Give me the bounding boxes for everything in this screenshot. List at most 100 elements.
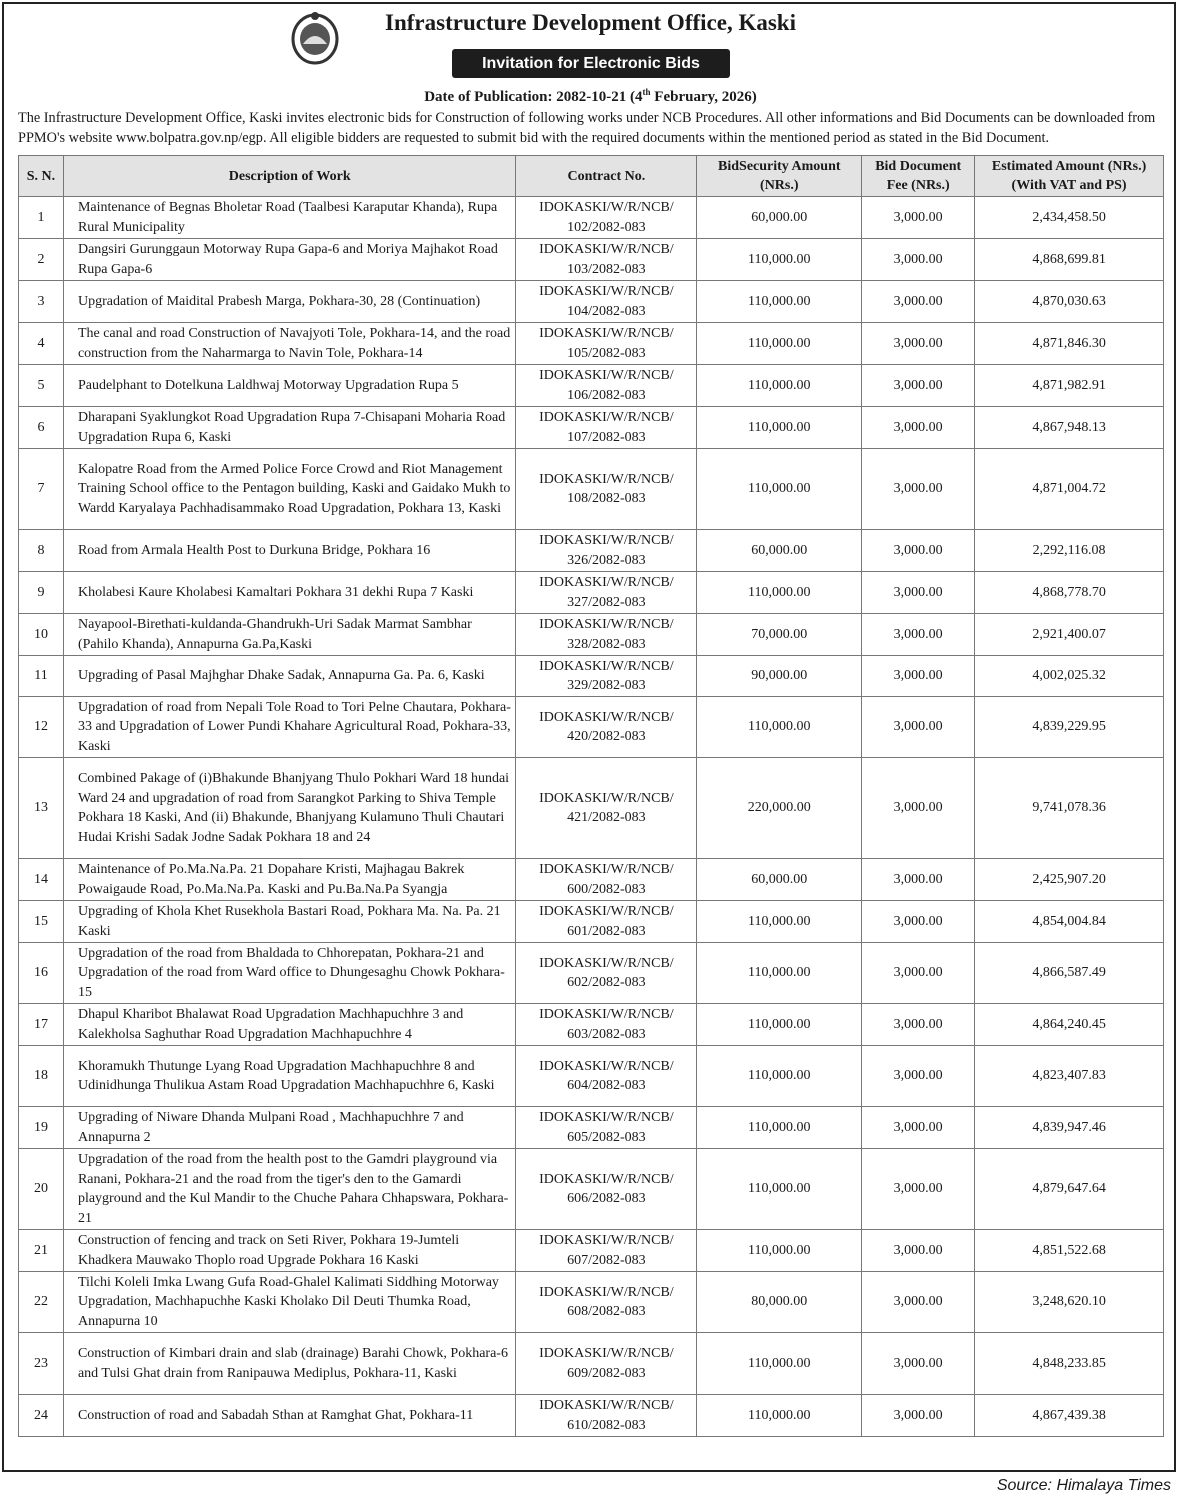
- table-row: 14 Maintenance of Po.Ma.Na.Pa. 21 Dopahar…: [18, 858, 1164, 901]
- table-row: 10 Nayapool-Birethati-kuldanda-Ghandrukh-…: [18, 613, 1164, 656]
- table-row: 9 Kholabesi Kaure Kholabesi Kamaltari Pok…: [18, 571, 1164, 614]
- table-row: 21 Construction of fencing and track on S…: [18, 1229, 1164, 1272]
- description-cell: Combined Pakage of (i)Bhakunde Bhanjyang…: [62, 757, 517, 859]
- doc-fee-cell: 3,000.00: [861, 322, 976, 365]
- sn-cell: 6: [18, 406, 64, 449]
- government-emblem-icon: [291, 12, 339, 65]
- bid-security-cell: 60,000.00: [696, 196, 863, 239]
- doc-fee-cell: 3,000.00: [861, 1003, 976, 1046]
- date-prefix: Date of Publication: 2082-10-21 (4: [424, 89, 643, 105]
- table-row: 5 Paudelphant to Dotelkuna Laldhwaj Motor…: [18, 364, 1164, 407]
- col-estimate: Estimated Amount (NRs.) (With VAT and PS…: [974, 155, 1164, 197]
- estimate-cell: 3,248,620.10: [974, 1271, 1164, 1333]
- sn-cell: 5: [18, 364, 64, 407]
- contract-cell: IDOKASKI/W/R/NCB/ 327/2082-083: [515, 571, 698, 614]
- table-row: 16 Upgradation of the road from Bhaldada …: [18, 942, 1164, 1004]
- estimate-cell: 9,741,078.36: [974, 757, 1164, 859]
- sn-cell: 19: [18, 1106, 64, 1149]
- description-cell: Maintenance of Po.Ma.Na.Pa. 21 Dopahare …: [62, 858, 517, 901]
- estimate-cell: 4,854,004.84: [974, 900, 1164, 943]
- description-cell: Tilchi Koleli Imka Lwang Gufa Road-Ghale…: [62, 1271, 517, 1333]
- source-credit: Source: Himalaya Times: [996, 1477, 1171, 1494]
- description-cell: Paudelphant to Dotelkuna Laldhwaj Motorw…: [62, 364, 517, 407]
- estimate-cell: 4,866,587.49: [974, 942, 1164, 1004]
- bid-security-cell: 60,000.00: [696, 529, 863, 572]
- description-cell: Kalopatre Road from the Armed Police For…: [62, 448, 517, 530]
- bid-security-cell: 110,000.00: [696, 1148, 863, 1230]
- bid-security-cell: 60,000.00: [696, 858, 863, 901]
- sn-cell: 23: [18, 1332, 64, 1395]
- contract-cell: IDOKASKI/W/R/NCB/ 609/2082-083: [515, 1332, 698, 1395]
- doc-fee-cell: 3,000.00: [861, 571, 976, 614]
- description-cell: Upgradation of the road from the health …: [62, 1148, 517, 1230]
- description-cell: Upgradation of road from Nepali Tole Roa…: [62, 696, 517, 758]
- sn-cell: 7: [18, 448, 64, 530]
- table-row: 13 Combined Pakage of (i)Bhakunde Bhanjya…: [18, 757, 1164, 859]
- contract-cell: IDOKASKI/W/R/NCB/ 103/2082-083: [515, 238, 698, 281]
- estimate-cell: 4,864,240.45: [974, 1003, 1164, 1046]
- description-cell: The canal and road Construction of Navaj…: [62, 322, 517, 365]
- table-header-row: S. N. Description of Work Contract No. B…: [18, 155, 1164, 197]
- bid-security-cell: 110,000.00: [696, 280, 863, 323]
- contract-cell: IDOKASKI/W/R/NCB/ 606/2082-083: [515, 1148, 698, 1230]
- doc-fee-cell: 3,000.00: [861, 1394, 976, 1437]
- invitation-badge: Invitation for Electronic Bids: [452, 49, 730, 78]
- col-description: Description of Work: [62, 155, 517, 197]
- table-row: 24 Construction of road and Sabadah Sthan…: [18, 1394, 1164, 1437]
- sn-cell: 16: [18, 942, 64, 1004]
- contract-cell: IDOKASKI/W/R/NCB/ 602/2082-083: [515, 942, 698, 1004]
- sn-cell: 4: [18, 322, 64, 365]
- bid-security-cell: 110,000.00: [696, 406, 863, 449]
- contract-cell: IDOKASKI/W/R/NCB/ 604/2082-083: [515, 1045, 698, 1107]
- doc-fee-cell: 3,000.00: [861, 942, 976, 1004]
- estimate-cell: 4,867,948.13: [974, 406, 1164, 449]
- doc-fee-cell: 3,000.00: [861, 280, 976, 323]
- doc-fee-cell: 3,000.00: [861, 1106, 976, 1149]
- estimate-cell: 4,871,982.91: [974, 364, 1164, 407]
- table-row: 19 Upgrading of Niware Dhanda Mulpani Roa…: [18, 1106, 1164, 1149]
- description-cell: Dangsiri Gurunggaun Motorway Rupa Gapa-6…: [62, 238, 517, 281]
- office-title: Infrastructure Development Office, Kaski: [385, 10, 796, 35]
- table-row: 8 Road from Armala Health Post to Durkuna…: [18, 529, 1164, 572]
- bid-security-cell: 110,000.00: [696, 900, 863, 943]
- estimate-cell: 4,871,846.30: [974, 322, 1164, 365]
- table-row: 1 Maintenance of Begnas Bholetar Road (Ta…: [18, 196, 1164, 239]
- doc-fee-cell: 3,000.00: [861, 1229, 976, 1272]
- col-bid-security: BidSecurity Amount (NRs.): [696, 155, 863, 197]
- description-cell: Kholabesi Kaure Kholabesi Kamaltari Pokh…: [62, 571, 517, 614]
- estimate-cell: 4,870,030.63: [974, 280, 1164, 323]
- doc-fee-cell: 3,000.00: [861, 858, 976, 901]
- col-contract: Contract No.: [515, 155, 698, 197]
- table-row: 18 Khoramukh Thutunge Lyang Road Upgradat…: [18, 1045, 1164, 1107]
- contract-cell: IDOKASKI/W/R/NCB/ 605/2082-083: [515, 1106, 698, 1149]
- contract-cell: IDOKASKI/W/R/NCB/ 600/2082-083: [515, 858, 698, 901]
- doc-fee-cell: 3,000.00: [861, 1271, 976, 1333]
- table-row: 11 Upgrading of Pasal Majhghar Dhake Sada…: [18, 655, 1164, 697]
- contract-cell: IDOKASKI/W/R/NCB/ 104/2082-083: [515, 280, 698, 323]
- table-row: 23 Construction of Kimbari drain and slab…: [18, 1332, 1164, 1395]
- bid-security-cell: 110,000.00: [696, 942, 863, 1004]
- bid-security-cell: 110,000.00: [696, 696, 863, 758]
- sn-cell: 20: [18, 1148, 64, 1230]
- doc-fee-cell: 3,000.00: [861, 364, 976, 407]
- contract-cell: IDOKASKI/W/R/NCB/ 106/2082-083: [515, 364, 698, 407]
- description-cell: Upgrading of Pasal Majhghar Dhake Sadak,…: [62, 655, 517, 697]
- estimate-cell: 4,848,233.85: [974, 1332, 1164, 1395]
- doc-fee-cell: 3,000.00: [861, 196, 976, 239]
- estimate-cell: 4,839,947.46: [974, 1106, 1164, 1149]
- estimate-cell: 4,002,025.32: [974, 655, 1164, 697]
- bid-security-cell: 110,000.00: [696, 238, 863, 281]
- doc-fee-cell: 3,000.00: [861, 613, 976, 656]
- doc-fee-cell: 3,000.00: [861, 448, 976, 530]
- contract-cell: IDOKASKI/W/R/NCB/ 105/2082-083: [515, 322, 698, 365]
- description-cell: Upgrading of Khola Khet Rusekhola Bastar…: [62, 900, 517, 943]
- estimate-cell: 4,868,699.81: [974, 238, 1164, 281]
- doc-fee-cell: 3,000.00: [861, 696, 976, 758]
- description-cell: Khoramukh Thutunge Lyang Road Upgradatio…: [62, 1045, 517, 1107]
- contract-cell: IDOKASKI/W/R/NCB/ 102/2082-083: [515, 196, 698, 239]
- table-row: 3 Upgradation of Maidital Prabesh Marga, …: [18, 280, 1164, 323]
- bid-security-cell: 80,000.00: [696, 1271, 863, 1333]
- bid-security-cell: 220,000.00: [696, 757, 863, 859]
- table-row: 17 Dhapul Kharibot Bhalawat Road Upgradat…: [18, 1003, 1164, 1046]
- sn-cell: 17: [18, 1003, 64, 1046]
